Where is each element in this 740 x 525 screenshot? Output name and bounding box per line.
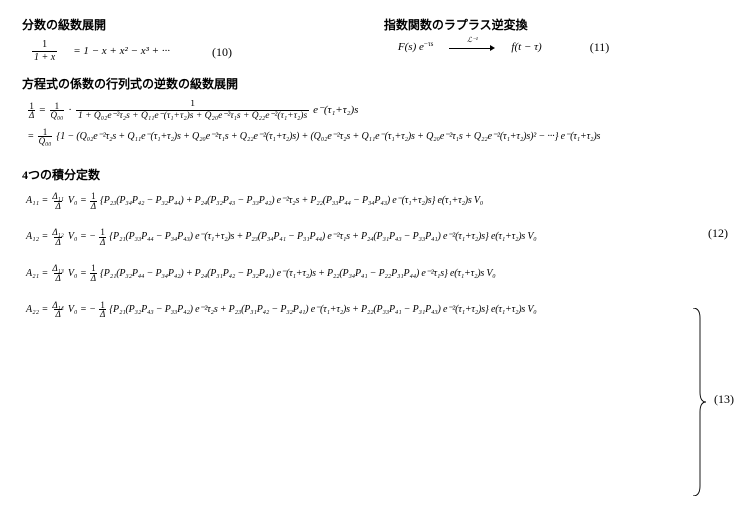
eq10-rhs: = 1 − x + x² − x³ + ··· (73, 45, 170, 58)
eq12-line1: 1Δ = 1Q₀₀ · 1 1 + Q₀₂e⁻²τ₂s + Q₁₁e⁻(τ₁+τ… (22, 100, 718, 122)
equation-11: F(s) e−τs ℒ⁻¹ f(t − τ) (11) (384, 40, 718, 54)
section-determinant-expansion: 方程式の係数の行列式の逆数の級数展開 1Δ = 1Q₀₀ · 1 1 + Q₀₂… (22, 77, 718, 145)
heading-fraction-series: 分数の級数展開 (22, 18, 342, 32)
eq12-line2: = 1Q₀₀ {1 − (Q₀₂e⁻²τ₂s + Q₁₁e⁻(τ₁+τ₂)s +… (22, 128, 718, 146)
eq10-number: (10) (206, 45, 238, 59)
heading-determinant-expansion: 方程式の係数の行列式の逆数の級数展開 (22, 77, 718, 91)
heading-laplace-inverse: 指数関数のラプラス逆変換 (384, 18, 718, 32)
section-fraction-series: 分数の級数展開 1 1 + x = 1 − x + x² − x³ + ··· … (22, 18, 342, 63)
eq13-A12: A₁₂ = Δ₁₂Δ V₀ = − 1Δ {P₂₁(P₃₃P₄₄ − P₃₄P₄… (22, 228, 718, 246)
eq11-lhs: F(s) e−τs (398, 41, 433, 54)
eq12-number: (12) (708, 226, 728, 240)
equation-10: 1 1 + x = 1 − x + x² − x³ + ··· (10) (22, 40, 342, 63)
section-laplace-inverse: 指数関数のラプラス逆変換 F(s) e−τs ℒ⁻¹ f(t − τ) (11) (384, 18, 718, 55)
eq13-number: (13) (714, 392, 734, 406)
eq11-rhs: f(t − τ) (511, 41, 541, 54)
eq13-A11: A₁₁ = Δ₁₁Δ V₀ = 1Δ {P₂₃(P₃₄P₄₂ − P₃₂P₄₄)… (22, 192, 718, 210)
eq13-A21: A₂₁ = Δ₁₃Δ V₀ = 1Δ {P₂₁(P₃₂P₄₄ − P₃₄P₄₂)… (22, 264, 718, 282)
heading-four-constants: 4つの積分定数 (22, 168, 718, 182)
eq10-lhs-fraction: 1 1 + x (32, 40, 57, 63)
eq11-number: (11) (584, 40, 616, 54)
arrow-icon: ℒ⁻¹ (449, 43, 495, 53)
brace-icon (692, 308, 706, 496)
eq12-long-fraction: 1 1 + Q₀₂e⁻²τ₂s + Q₁₁e⁻(τ₁+τ₂)s + Q₂₀e⁻²… (76, 100, 309, 122)
section-four-constants: 4つの積分定数 A₁₁ = Δ₁₁Δ V₀ = 1Δ {P₂₃(P₃₄P₄₂ −… (22, 168, 718, 319)
eq13-A22: A₂₂ = Δ₁₄Δ V₀ = − 1Δ {P₂₁(P₃₂P₄₃ − P₃₃P₄… (22, 301, 718, 319)
